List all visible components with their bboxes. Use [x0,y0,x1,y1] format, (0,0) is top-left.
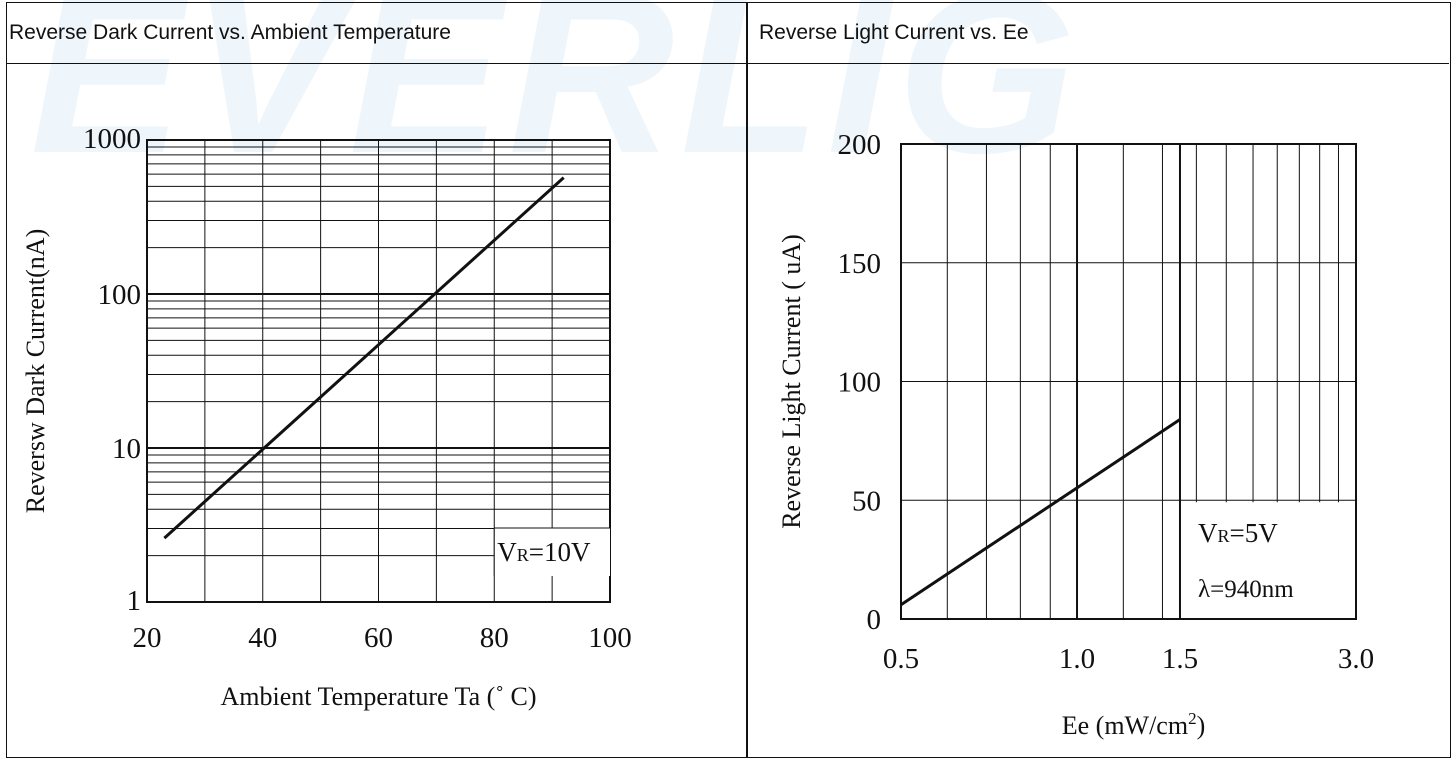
plot-frame [900,143,1357,620]
y-axis-label: Reversw Dark Current(nA) [21,229,50,513]
annotation-background [1181,502,1355,618]
x-tick-label: 80 [480,622,509,654]
x-tick-label: 40 [248,622,277,654]
x-axis-label: Ee (mW/cm2) [1062,709,1206,740]
x-axis-label: Ambient Temperature Ta (˚ C) [221,682,537,711]
header-divider [6,2,1449,64]
y-tick-label: 1000 [83,123,141,155]
x-tick-label: 1.5 [1162,643,1198,675]
x-tick-label: 1.0 [1059,643,1095,675]
left-panel-frame [6,2,748,758]
dark-current-line [163,176,565,540]
y-tick-label: 0 [867,604,882,636]
y-tick-label: 10 [112,433,141,465]
y-tick-label: 50 [852,485,881,517]
plot-frame [146,139,611,603]
x-tick-label: 0.5 [883,643,919,675]
left-panel-title: Reverse Dark Current vs. Ambient Tempera… [9,21,451,44]
vr-annotation: VR=5V [1198,518,1278,548]
x-tick-label: 60 [364,622,393,654]
x-tick-label: 20 [133,622,162,654]
right-panel-title: Reverse Light Current vs. Ee [759,21,1029,44]
y-tick-label: 100 [98,279,142,311]
y-tick-label: 200 [838,129,882,161]
dark-current-chart: VR=10V 20 40 60 80 100 1 10 100 1000 Ambient Tempe… [21,123,632,711]
y-tick-label: 150 [838,248,882,280]
annotation-background [494,528,610,576]
right-panel-frame [746,2,1451,758]
x-tick-label: 3.0 [1338,643,1374,675]
y-axis-label: Reverse Light Current ( uA) [777,234,806,529]
light-current-line [900,418,1181,606]
x-tick-label: 100 [588,622,632,654]
y-tick-label: 1 [127,585,142,617]
wavelength-annotation: λ=940nm [1198,576,1294,603]
vr-annotation: VR=10V [497,537,591,567]
light-current-chart: VR=5V λ=940nm 0.5 1.0 1.5 3.0 0 50 100 150 200 Ee (… [777,129,1374,740]
y-tick-label: 100 [838,367,882,399]
